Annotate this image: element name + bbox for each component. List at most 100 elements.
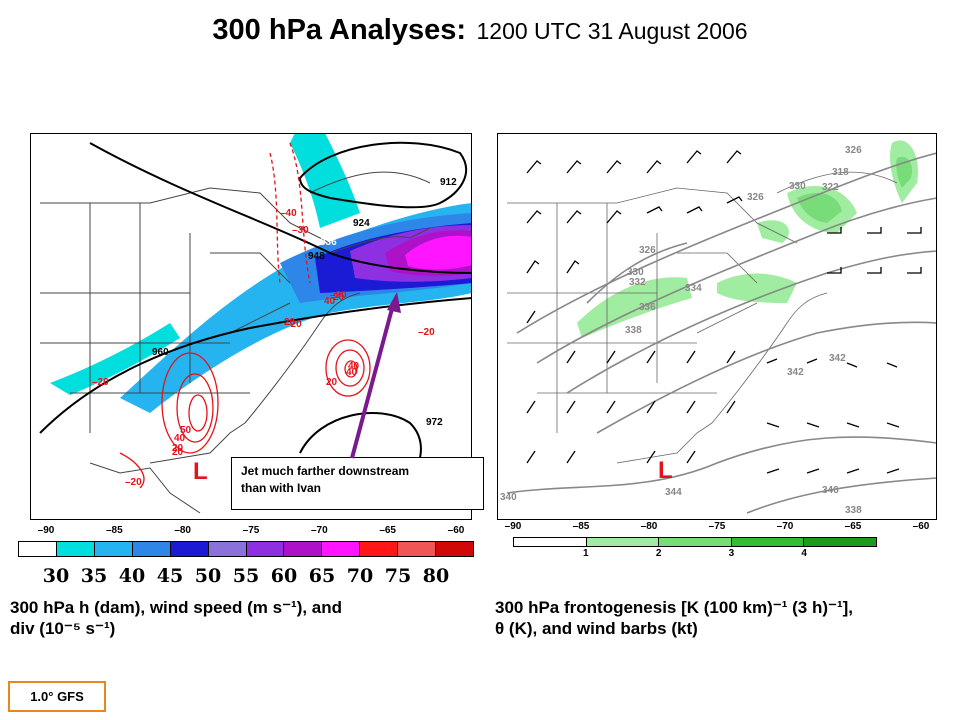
- contour-label: 336: [639, 302, 656, 313]
- contour-label: 972: [426, 417, 443, 428]
- contour-label: 318: [832, 167, 849, 178]
- contour-label: 338: [845, 505, 862, 516]
- colorbar-label: 3: [728, 548, 735, 559]
- longitude-tick-label: –70: [310, 525, 328, 536]
- title-main: 300 hPa Analyses:: [212, 14, 467, 46]
- colorbar-label: 60: [270, 565, 298, 587]
- contour-label: 338: [625, 325, 642, 336]
- contour-label: 20: [326, 377, 338, 388]
- right-longitude-ticks: –90 –85 –80 –75 –70 –65 –60: [497, 521, 937, 533]
- colorbar-label: 75: [384, 565, 412, 587]
- longitude-tick-label: –75: [242, 525, 260, 536]
- callout-line: Jet much farther downstream: [241, 464, 410, 478]
- height-contours: [39, 141, 472, 494]
- right-contour-labels: 326 318 322 330 326 326 330 332 334 336 …: [500, 145, 862, 516]
- contour-label: 330: [789, 181, 806, 192]
- colorbar-label: 80: [422, 565, 450, 587]
- colorbar-label: 70: [346, 565, 374, 587]
- contour-label: –20: [125, 477, 142, 488]
- political-borders: [507, 171, 898, 464]
- colorbar-swatch: [19, 542, 57, 556]
- contour-label: –20: [418, 327, 435, 338]
- colorbar-label: 55: [232, 565, 260, 587]
- contour-label: 40: [324, 296, 336, 307]
- longitude-tick-label: –70: [776, 521, 794, 532]
- colorbar-label: 50: [194, 565, 222, 587]
- colorbar-swatch: [514, 538, 587, 546]
- contour-label: 334: [685, 283, 702, 294]
- contour-label: 20: [333, 292, 345, 303]
- colorbar-swatch: [659, 538, 732, 546]
- longitude-tick-label: –65: [844, 521, 862, 532]
- right-panel-caption: 300 hPa frontogenesis [K (100 km)⁻¹ (3 h…: [495, 597, 955, 639]
- colorbar-swatch: [170, 542, 209, 556]
- contour-label: 924: [353, 218, 370, 229]
- colorbar-label: 1: [583, 548, 589, 559]
- jet-annotation-callout: Jet much farther downstream than with Iv…: [231, 457, 484, 510]
- contour-label: 20: [172, 443, 184, 454]
- longitude-tick-label: –85: [105, 525, 123, 536]
- caption-line: 300 hPa frontogenesis [K (100 km)⁻¹ (3 h…: [495, 598, 854, 617]
- colorbar-swatch: [284, 542, 323, 556]
- page-title: 300 hPa Analyses: 1200 UTC 31 August 200…: [0, 14, 960, 47]
- contour-label: 332: [629, 277, 646, 288]
- colorbar-swatch: [208, 542, 247, 556]
- colorbar-swatch: [322, 542, 361, 556]
- longitude-tick-label: –65: [379, 525, 396, 536]
- contour-label: 344: [665, 487, 682, 498]
- colorbar-label: 4: [801, 548, 807, 559]
- political-borders: [40, 171, 431, 514]
- colorbar-label: 2: [655, 548, 662, 559]
- contour-label: 20: [284, 317, 296, 328]
- longitude-tick-label: –80: [640, 521, 658, 532]
- contour-label: 330: [627, 267, 644, 278]
- contour-label: 948: [308, 251, 325, 262]
- colorbar-swatch: [804, 538, 876, 546]
- callout-line: than with Ivan: [241, 481, 322, 495]
- wind-speed-colorbar: [18, 541, 474, 557]
- contour-label: 326: [845, 145, 862, 156]
- theta-contours: [506, 152, 937, 514]
- contour-label: –20: [92, 377, 109, 388]
- contour-label: 326: [639, 245, 656, 256]
- frontogenesis-colorbar: [513, 537, 877, 547]
- height-wind-divergence-map: 912 924 936 948 960 972 –40 –30 –20 –20 …: [30, 133, 472, 520]
- colorbar-label: 30: [42, 565, 70, 587]
- low-pressure-marker: L: [193, 458, 208, 485]
- colorbar-swatch: [586, 538, 660, 546]
- model-badge: 1.0° GFS: [8, 681, 106, 712]
- caption-line: 300 hPa h (dam), wind speed (m s⁻¹), and: [10, 598, 343, 617]
- contour-label: 936: [320, 237, 337, 248]
- longitude-tick-label: –90: [504, 521, 522, 532]
- colorbar-swatch: [94, 542, 133, 556]
- colorbar-swatch: [398, 542, 437, 556]
- title-time: 1200 UTC 31 August 2006: [476, 18, 748, 44]
- colorbar-swatch: [436, 542, 474, 556]
- frontogenesis-colorbar-labels: 1 2 3 4: [513, 548, 877, 560]
- contour-label: 20: [172, 447, 184, 458]
- frontogenesis-theta-map: 326 318 322 330 326 326 330 332 334 336 …: [497, 133, 937, 520]
- colorbar-label: 40: [118, 565, 146, 587]
- colorbar-swatch: [132, 542, 171, 556]
- contour-label: 40: [174, 433, 186, 444]
- longitude-tick-label: –60: [447, 525, 465, 536]
- right-map-svg: 326 318 322 330 326 326 330 332 334 336 …: [497, 133, 937, 520]
- longitude-tick-label: –80: [174, 525, 191, 536]
- contour-label: 960: [152, 347, 169, 358]
- colorbar-swatch: [360, 542, 399, 556]
- contour-label: –30: [330, 290, 347, 301]
- contour-label: 342: [829, 353, 846, 364]
- contour-label: 912: [440, 177, 457, 188]
- contour-label: 346: [822, 485, 839, 496]
- caption-line: θ (K), and wind barbs (kt): [495, 619, 698, 638]
- contour-label: 342: [787, 367, 804, 378]
- colorbar-swatch: [731, 538, 805, 546]
- colorbar-swatch: [56, 542, 95, 556]
- colorbar-label: 65: [308, 565, 336, 587]
- wind-speed-colorbar-labels: 30 35 40 45 50 55 60 65 70 75 80: [18, 565, 474, 587]
- caption-line: div (10⁻⁵ s⁻¹): [10, 619, 116, 638]
- low-pressure-marker: L: [658, 457, 673, 484]
- colorbar-swatch: [246, 542, 285, 556]
- longitude-tick-label: –75: [708, 521, 726, 532]
- wind-speed-shading: [50, 133, 472, 413]
